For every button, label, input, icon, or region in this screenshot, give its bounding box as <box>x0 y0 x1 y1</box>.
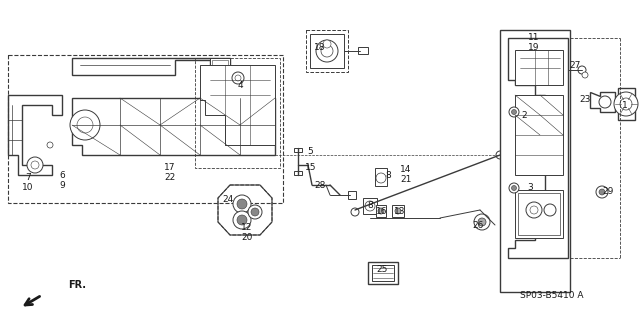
Circle shape <box>530 206 538 214</box>
Circle shape <box>250 113 274 137</box>
Bar <box>500 30 570 292</box>
Polygon shape <box>508 38 568 258</box>
Circle shape <box>235 75 241 81</box>
Text: 9: 9 <box>59 181 65 189</box>
Bar <box>515 50 563 85</box>
Text: 2: 2 <box>521 110 527 120</box>
Circle shape <box>596 186 608 198</box>
Circle shape <box>474 214 490 230</box>
Text: 4: 4 <box>237 80 243 90</box>
Bar <box>8 55 283 203</box>
Circle shape <box>70 110 100 140</box>
Circle shape <box>544 204 556 216</box>
Circle shape <box>256 119 268 131</box>
Bar <box>372 265 394 281</box>
Text: 25: 25 <box>376 265 388 275</box>
Bar <box>515 190 563 238</box>
Circle shape <box>478 218 486 226</box>
Circle shape <box>316 40 338 62</box>
Circle shape <box>365 201 375 211</box>
Text: 18: 18 <box>314 43 326 53</box>
Polygon shape <box>590 92 615 112</box>
Bar <box>306 30 348 72</box>
Text: 27: 27 <box>570 61 580 70</box>
Circle shape <box>511 186 516 190</box>
Circle shape <box>27 157 43 173</box>
Circle shape <box>614 92 638 116</box>
Text: 16: 16 <box>376 207 388 217</box>
Bar <box>392 205 404 217</box>
Text: 26: 26 <box>472 220 484 229</box>
Bar <box>515 95 563 175</box>
Circle shape <box>251 208 259 216</box>
Circle shape <box>233 195 251 213</box>
Text: 24: 24 <box>222 196 234 204</box>
Circle shape <box>237 199 247 209</box>
Text: FR.: FR. <box>68 280 86 290</box>
Polygon shape <box>72 98 275 155</box>
Bar <box>368 262 398 284</box>
Circle shape <box>351 208 359 216</box>
Text: 6: 6 <box>59 170 65 180</box>
Text: 12: 12 <box>241 224 253 233</box>
Bar <box>348 191 356 199</box>
Bar <box>310 34 344 68</box>
Circle shape <box>620 98 632 110</box>
Circle shape <box>496 151 504 159</box>
Text: 20: 20 <box>241 234 253 242</box>
Circle shape <box>232 72 244 84</box>
Circle shape <box>248 205 262 219</box>
Text: 29: 29 <box>602 188 614 197</box>
Circle shape <box>395 208 401 214</box>
Circle shape <box>582 72 588 78</box>
Circle shape <box>47 142 53 148</box>
Circle shape <box>233 211 251 229</box>
Bar <box>376 205 386 217</box>
Circle shape <box>526 202 542 218</box>
Text: 3: 3 <box>527 183 533 192</box>
Text: 11: 11 <box>528 33 540 42</box>
Circle shape <box>509 107 519 117</box>
Text: 21: 21 <box>400 175 412 184</box>
Circle shape <box>378 208 384 214</box>
Bar <box>212 60 228 73</box>
Bar <box>363 198 377 214</box>
Text: 19: 19 <box>528 43 540 53</box>
Bar <box>358 47 368 54</box>
Circle shape <box>77 117 93 133</box>
Bar <box>518 193 560 235</box>
Polygon shape <box>200 65 275 145</box>
Text: 10: 10 <box>22 183 34 192</box>
Text: SP03-B5410 A: SP03-B5410 A <box>520 291 584 300</box>
Text: 14: 14 <box>400 166 412 174</box>
Bar <box>375 168 387 186</box>
Circle shape <box>511 109 516 115</box>
Text: 5: 5 <box>307 147 313 157</box>
Bar <box>294 171 302 175</box>
Polygon shape <box>72 58 230 75</box>
Text: 1: 1 <box>622 100 628 109</box>
Circle shape <box>31 161 39 169</box>
Circle shape <box>509 183 519 193</box>
Circle shape <box>599 96 611 108</box>
Polygon shape <box>8 95 62 175</box>
Bar <box>210 58 230 75</box>
Text: 8: 8 <box>385 172 391 181</box>
Text: 17: 17 <box>164 164 176 173</box>
Bar <box>195 58 280 168</box>
Text: 8: 8 <box>367 201 373 210</box>
Text: 7: 7 <box>25 174 31 182</box>
Circle shape <box>599 189 605 195</box>
Text: 22: 22 <box>164 174 175 182</box>
Circle shape <box>578 66 586 74</box>
Text: 15: 15 <box>305 164 317 173</box>
Text: 13: 13 <box>394 207 406 217</box>
Text: 28: 28 <box>314 182 326 190</box>
Circle shape <box>376 173 386 183</box>
Circle shape <box>323 40 331 48</box>
Circle shape <box>237 215 247 225</box>
Circle shape <box>321 45 333 57</box>
Bar <box>294 148 302 152</box>
Text: 23: 23 <box>579 95 591 105</box>
